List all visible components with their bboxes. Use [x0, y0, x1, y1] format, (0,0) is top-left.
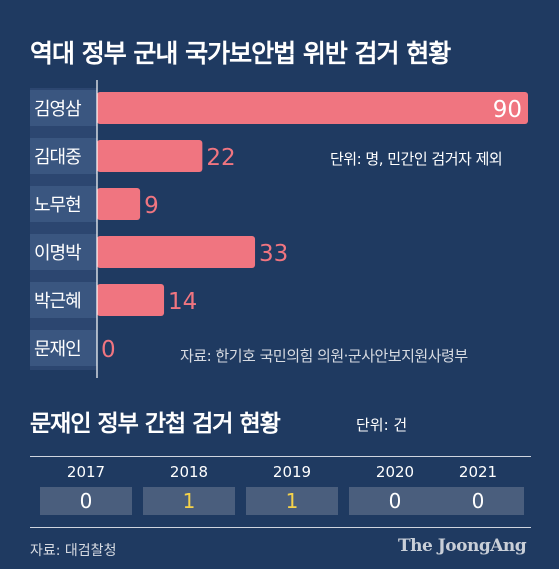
- category-label: 박근혜: [34, 291, 81, 312]
- year-value: 0: [432, 487, 524, 515]
- year-col-2020: 2020 0: [349, 457, 441, 527]
- category-label: 이명박: [34, 243, 81, 264]
- category-label-box: [30, 234, 97, 270]
- bar-김영삼: [97, 92, 528, 124]
- section2-source: 자료: 대검찰청: [30, 543, 117, 559]
- category-label: 김대중: [34, 147, 81, 168]
- category-label-box: [30, 282, 97, 318]
- year-col-2017: 2017 0: [40, 457, 132, 527]
- year-value: 0: [40, 487, 132, 515]
- year-label: 2021: [458, 463, 498, 481]
- bar-이명박: [97, 236, 256, 268]
- year-col-2018: 2018 1: [143, 457, 235, 527]
- value-label: 9: [144, 193, 159, 219]
- publisher-logo: The JoongAng: [398, 536, 527, 556]
- category-label-box: [30, 330, 97, 366]
- year-value: 1: [143, 487, 235, 515]
- value-label: 0: [101, 337, 116, 363]
- year-value: 1: [246, 487, 338, 515]
- chart-source: 자료: 한기호 국민의힘 의원·군사안보지원사령부: [180, 347, 468, 365]
- label-band: [30, 88, 97, 370]
- value-label: 22: [206, 145, 235, 171]
- year-label: 2017: [66, 463, 106, 481]
- bar-김대중: [97, 140, 203, 172]
- year-col-2021: 2021 0: [432, 457, 524, 527]
- category-label-box: [30, 138, 97, 174]
- bar-박근혜: [97, 284, 165, 316]
- unit-note: 단위: 명, 민간인 검거자 제외: [330, 150, 503, 168]
- year-col-2019: 2019 1: [246, 457, 338, 527]
- year-table: 2017 0 2018 1 2019 1 2020 0 2021 0: [30, 456, 531, 528]
- year-label: 2020: [375, 463, 415, 481]
- bar-노무현: [97, 188, 141, 220]
- year-label: 2018: [169, 463, 209, 481]
- year-label: 2019: [272, 463, 312, 481]
- section2-unit: 단위: 건: [356, 416, 408, 434]
- category-label: 김영삼: [34, 99, 81, 120]
- year-value: 0: [349, 487, 441, 515]
- category-label-box: [30, 90, 97, 126]
- value-label: 33: [259, 241, 288, 267]
- value-label: 14: [168, 289, 197, 315]
- section2-title: 문재인 정부 간첩 검거 현황: [30, 411, 281, 437]
- category-label-box: [30, 186, 97, 222]
- bar-chart: 김영삼 90 김대중 22 노무현 9 이명박 33 박근혜 14 문재인 0: [30, 80, 528, 378]
- category-label: 노무현: [34, 195, 81, 216]
- chart-title: 역대 정부 군내 국가보안법 위반 검거 현황: [30, 39, 451, 68]
- value-label: 90: [493, 97, 522, 123]
- category-label: 문재인: [34, 339, 81, 360]
